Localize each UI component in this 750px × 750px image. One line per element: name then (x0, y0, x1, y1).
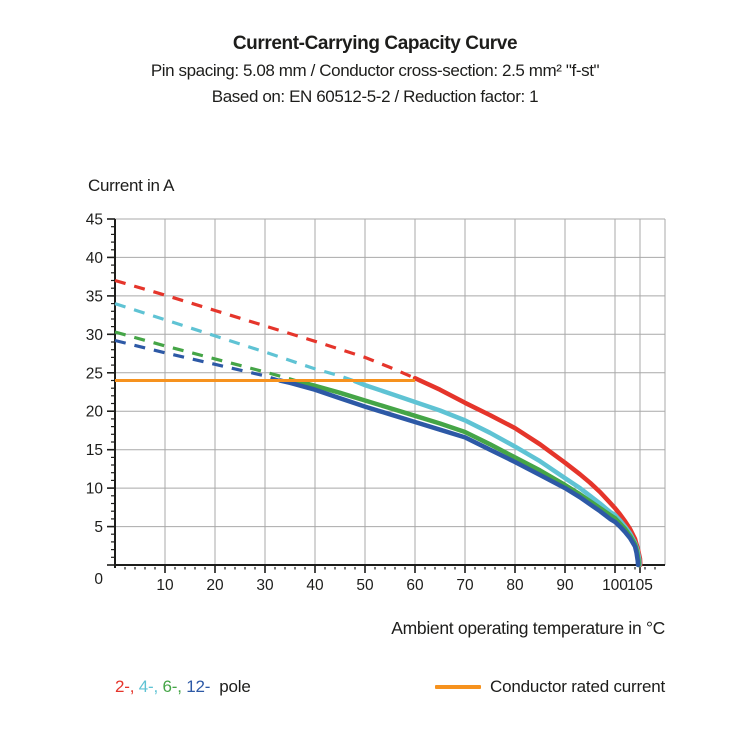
legend-row: 2-, 4-, 6-, 12- pole Conductor rated curr… (115, 671, 665, 703)
rated-current-line-swatch (435, 685, 482, 689)
y-tick-label: 0 (94, 571, 103, 588)
legend-separator: , (129, 677, 139, 696)
y-tick-label: 30 (86, 327, 104, 344)
y-tick-label: 20 (86, 404, 104, 421)
legend-pole-2: 2- (115, 677, 130, 696)
y-tick-label: 10 (86, 481, 104, 498)
y-tick-label: 15 (86, 442, 103, 459)
legend-rated-current: Conductor rated current (435, 677, 665, 697)
y-tick-label: 5 (94, 519, 103, 536)
legend-pole-counts: 2-, 4-, 6-, 12- pole (115, 677, 251, 697)
legend-pole-12: 12- (186, 677, 211, 696)
legend-pole-suffix: pole (219, 677, 251, 696)
x-tick-label: 90 (556, 577, 574, 594)
x-tick-label: 30 (256, 577, 274, 594)
curve-2-pole-dashed (114, 278, 416, 380)
chart-subtitle-standard: Based on: EN 60512-5-2 / Reduction facto… (211, 87, 539, 106)
x-tick-label: 70 (456, 577, 474, 594)
legend-pole-4: 4- (138, 677, 154, 696)
curve-12-pole-dashed (114, 338, 281, 383)
curve-12-pole-solid (277, 378, 641, 568)
x-tick-label: 40 (306, 577, 324, 594)
curve-6-pole-dashed (114, 330, 298, 383)
x-tick-label: 50 (356, 577, 374, 594)
chart-header: Current-Carrying Capacity Curve Pin spac… (0, 33, 750, 107)
x-tick-label: 60 (406, 577, 424, 594)
y-tick-label: 40 (86, 250, 104, 267)
curve-2-pole-solid (412, 375, 643, 568)
legend-pole-6: 6- (162, 677, 178, 696)
chart-title: Current-Carrying Capacity Curve (232, 33, 518, 54)
x-axis-title: Ambient operating temperature in °C (391, 618, 665, 638)
y-tick-label: 45 (86, 212, 103, 229)
chart-subtitle-pin-spacing: Pin spacing: 5.08 mm / Conductor cross-s… (150, 61, 600, 80)
x-tick-label: 105 (627, 577, 653, 594)
x-tick-label: 10 (156, 577, 174, 594)
x-tick-label: 100 (602, 577, 628, 594)
y-tick-label: 25 (86, 365, 103, 382)
x-tick-label: 80 (506, 577, 524, 594)
legend-separator: , (177, 677, 187, 696)
rated-current-label: Conductor rated current (490, 677, 665, 696)
legend-separator: , (153, 677, 163, 696)
curve-6-pole-solid (295, 378, 642, 568)
x-tick-label: 20 (206, 577, 224, 594)
y-tick-label: 35 (86, 288, 103, 305)
y-axis-title: Current in A (88, 176, 175, 195)
